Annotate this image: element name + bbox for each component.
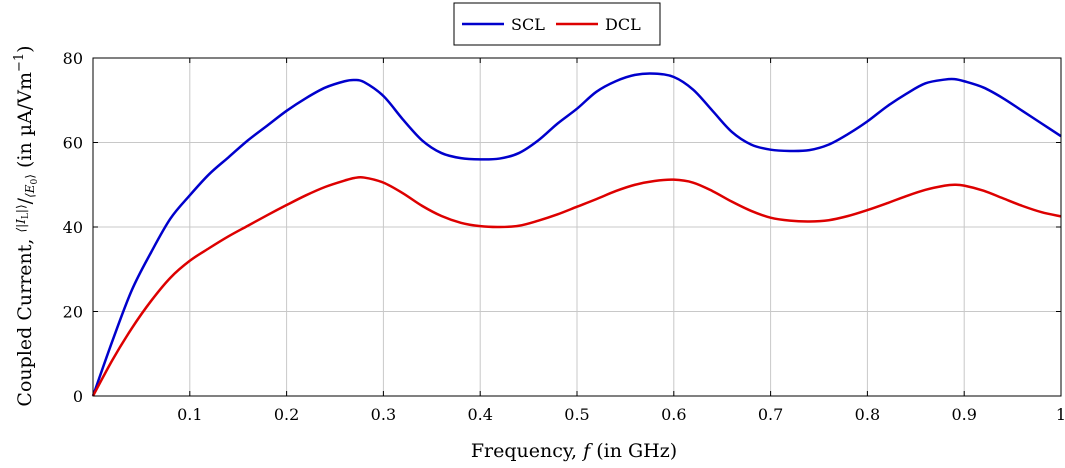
x-tick-label: 0.8 [855, 405, 880, 424]
legend-label-scl: SCL [511, 15, 545, 34]
legend: SCL DCL [453, 2, 661, 46]
x-tick-label: 0.2 [274, 405, 299, 424]
x-tick-label: 1 [1056, 405, 1065, 424]
series-layer [91, 72, 1062, 397]
x-tick-label: 0.7 [758, 405, 783, 424]
legend-label-dcl: DCL [605, 15, 641, 34]
x-tick-labels: 0.1 0.2 0.3 0.4 0.5 0.6 0.7 0.8 0.9 1 [177, 405, 1065, 424]
y-tick-label: 60 [63, 134, 83, 153]
series-line-dcl [91, 175, 1062, 397]
x-tick-label: 0.1 [177, 405, 202, 424]
x-tick-label: 0.4 [467, 405, 492, 424]
x-tick-label: 0.9 [951, 405, 976, 424]
y-tick-label: 40 [63, 218, 83, 237]
x-tick-label: 0.3 [371, 405, 396, 424]
y-tick-label: 20 [63, 303, 83, 322]
y-tick-label: 0 [73, 387, 83, 406]
x-tick-label: 0.5 [564, 405, 589, 424]
y-tick-label: 80 [63, 49, 83, 68]
series-line-scl [91, 72, 1062, 397]
y-tick-labels: 0 20 40 60 80 [63, 49, 83, 406]
x-axis-title: Frequency, f (in GHz) [471, 440, 677, 462]
y-axis-title: Coupled Current, ⟨|IL|⟩/⟨E0⟩ (in µA/Vm−1… [12, 45, 40, 406]
tick-marks [93, 57, 1062, 397]
x-tick-label: 0.6 [661, 405, 686, 424]
